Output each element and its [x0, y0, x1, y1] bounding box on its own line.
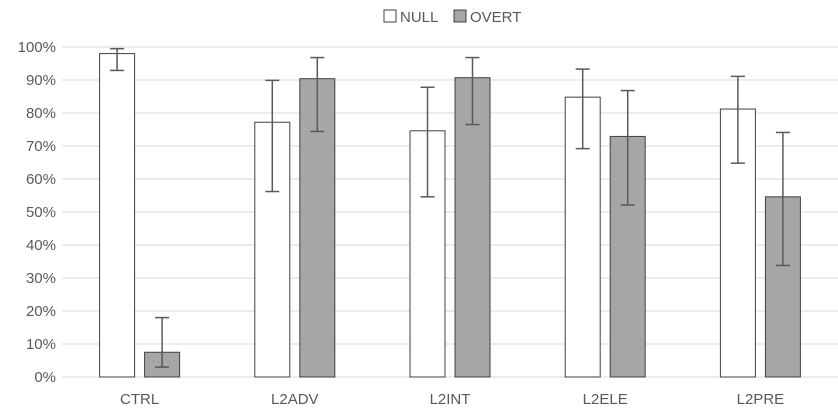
- legend-swatch-overt: [453, 9, 467, 23]
- y-tick-label: 100%: [18, 39, 56, 56]
- x-tick-label: L2ADV: [271, 391, 319, 408]
- bar-overt-l2int: [454, 77, 491, 378]
- y-tick-label: 70%: [26, 138, 56, 155]
- gridlines: [62, 46, 838, 378]
- y-axis-tick-labels: 0% 10% 20% 30% 40% 50% 60% 70% 80% 90% 100%: [18, 39, 56, 386]
- bars: [99, 53, 801, 378]
- y-tick-label: 90%: [26, 72, 56, 89]
- legend-swatch-null: [383, 9, 397, 23]
- x-axis-tick-labels: CTRL L2ADV L2INT L2ELE L2PRE: [120, 391, 784, 408]
- legend: NULL OVERT: [383, 9, 521, 26]
- y-tick-label: 40%: [26, 237, 56, 254]
- y-tick-label: 80%: [26, 105, 56, 122]
- y-tick-label: 10%: [26, 336, 56, 353]
- legend-label-null: NULL: [400, 9, 438, 26]
- x-tick-label: CTRL: [120, 391, 159, 408]
- x-tick-label: L2INT: [430, 391, 471, 408]
- bar-null-ctrl: [99, 53, 136, 378]
- x-tick-label: L2ELE: [583, 391, 628, 408]
- y-tick-label: 20%: [26, 303, 56, 320]
- x-tick-label: L2PRE: [737, 391, 785, 408]
- y-tick-label: 30%: [26, 270, 56, 287]
- error-bars: [110, 47, 790, 368]
- legend-label-overt: OVERT: [470, 9, 521, 26]
- y-tick-label: 60%: [26, 171, 56, 188]
- y-tick-label: 50%: [26, 204, 56, 221]
- y-tick-label: 0%: [34, 369, 56, 386]
